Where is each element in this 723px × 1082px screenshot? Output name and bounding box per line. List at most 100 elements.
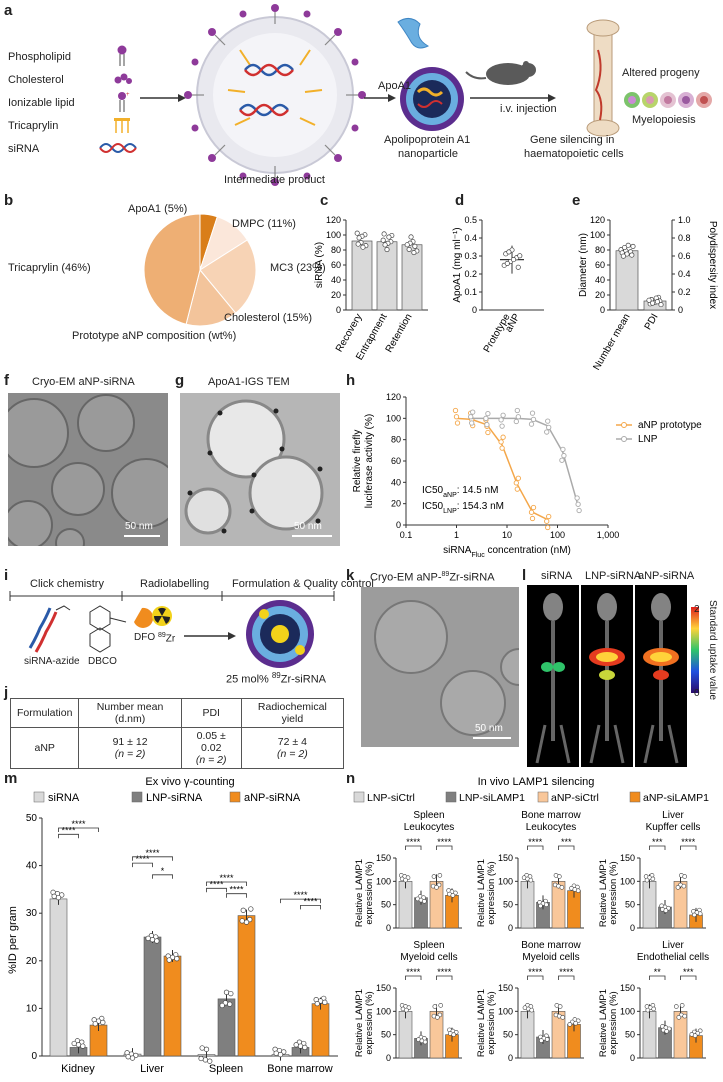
n-tick-label: 0: [386, 1053, 391, 1063]
e-point: [629, 252, 635, 258]
myelopoiesis-label: Myelopoiesis: [632, 114, 696, 126]
h-legend-label: LNP: [638, 434, 658, 445]
m-bar: [311, 1003, 330, 1057]
n-legend-swatch: [629, 791, 641, 803]
m-point: [199, 1045, 205, 1051]
n-subplot-title: Liver: [662, 940, 684, 951]
n-tick-label: 150: [376, 983, 391, 993]
m-tick-label: 10: [26, 1003, 38, 1014]
h-point: [545, 418, 551, 424]
m-tick-label: 50: [26, 813, 38, 824]
n-point: [679, 1003, 685, 1008]
lamp1-silencing-charts: In vivo LAMP1 silencing LNP-siCtrl LNP-siL…: [353, 776, 709, 1063]
n-point: [682, 874, 688, 879]
h-point: [574, 495, 580, 501]
n-point: [682, 1013, 688, 1019]
h-point: [544, 429, 550, 435]
spine-icon: [605, 621, 609, 741]
m-bar: [143, 936, 162, 1057]
h-point: [515, 414, 521, 420]
m-point: [297, 1043, 304, 1049]
component-ionizable-lipid: Ionizable lipid: [8, 97, 75, 109]
c-point: [411, 249, 417, 256]
h-point: [514, 407, 520, 414]
apoa1-label: ApoA1: [378, 80, 412, 92]
n-subplot-title: Bone marrow: [521, 940, 581, 951]
table-cell: 91 ± 12 (n = 2): [78, 727, 182, 769]
n-ylabel-1: Relative LAMP1: [354, 989, 365, 1057]
m-significance-bracket: [206, 881, 247, 886]
n-point: [560, 1015, 565, 1020]
c-ylabel: siRNA (%): [314, 242, 325, 288]
n-tick-label: 50: [503, 900, 513, 910]
h-xtick-label: 0.1: [400, 530, 413, 540]
c-point: [356, 235, 362, 241]
radiolabel-product-label: 25 mol% 89Zr-siRNA: [226, 671, 326, 686]
e-tick-label: 120: [590, 215, 605, 225]
n-significance-label: ****: [437, 967, 452, 977]
n-subplot-title: Spleen: [413, 810, 444, 821]
n-ylabel-2: expression (%): [608, 991, 619, 1054]
h-point: [576, 507, 582, 514]
n-ylabel-1: Relative LAMP1: [476, 989, 487, 1057]
n-significance-bracket: [405, 975, 422, 980]
panel-i-letter: i: [4, 567, 9, 584]
nanoparticle-label-1: Apolipoprotein A1: [384, 134, 471, 146]
pie-caption: Prototype aNP composition (wt%): [72, 330, 237, 342]
n-point: [434, 885, 439, 890]
h-point: [485, 411, 491, 417]
n-subplot-subtitle: Kupffer cells: [646, 822, 701, 833]
m-significance-label: *: [161, 866, 165, 876]
m-point: [100, 1019, 106, 1026]
n-significance-bracket: [680, 845, 697, 850]
colorbar: [691, 607, 699, 693]
n-ylabel-1: Relative LAMP1: [598, 859, 609, 927]
m-point: [80, 1043, 86, 1049]
n-point: [422, 1039, 428, 1045]
component-cholesterol: Cholesterol: [8, 74, 64, 86]
h-point: [515, 475, 521, 481]
table-header: PDI: [180, 698, 242, 728]
table-header: Formulation: [9, 698, 80, 728]
step-radiolabelling: Radiolabelling: [140, 578, 210, 590]
n-tick-label: 100: [376, 1006, 391, 1016]
c-point: [386, 234, 392, 240]
n-significance-bracket: [436, 845, 453, 850]
m-point: [273, 1050, 279, 1056]
n-ylabel-1: Relative LAMP1: [598, 989, 609, 1057]
c-tick-label: 40: [331, 275, 341, 285]
n-tick-label: 0: [508, 923, 513, 933]
m-legend-swatch: [33, 791, 45, 803]
m-point: [71, 1040, 77, 1047]
n-point: [435, 1015, 440, 1020]
table-cell: 0.05 ± 0.02 (n = 2): [180, 727, 242, 769]
n-significance-label: ***: [561, 837, 572, 847]
n-tick-label: 0: [630, 1053, 635, 1063]
sirna-azide-label: siRNA-azide: [24, 656, 80, 667]
n-point: [650, 876, 656, 882]
leg-bone-icon: [613, 724, 625, 764]
m-significance-bracket: [132, 856, 173, 861]
n-tick-label: 0: [630, 923, 635, 933]
table-header: Radiochemical yield: [240, 698, 345, 728]
h-point: [513, 480, 519, 486]
h-tick-label: 80: [391, 435, 401, 445]
radiolabel-table: Formulation Number mean (d.nm) PDI Radio…: [9, 698, 345, 769]
h-point: [470, 409, 476, 415]
h-point: [484, 421, 490, 428]
component-icons: +: [99, 4, 712, 186]
h-point: [529, 410, 536, 416]
n-point: [651, 1006, 657, 1012]
arrow-icon: [140, 94, 186, 102]
n-legend-label: LNP-siLAMP1: [459, 792, 525, 804]
step-formulation: Formulation & Quality control: [232, 578, 374, 590]
colorbar-min: 0: [694, 688, 700, 699]
c-point: [408, 234, 414, 240]
m-significance-bracket: [132, 862, 153, 868]
h-point: [513, 418, 519, 425]
c-tick-label: 120: [326, 215, 341, 225]
e-point: [650, 300, 656, 306]
n-tick-label: 150: [620, 853, 635, 863]
c-point: [355, 241, 361, 247]
n-point: [432, 1004, 438, 1009]
